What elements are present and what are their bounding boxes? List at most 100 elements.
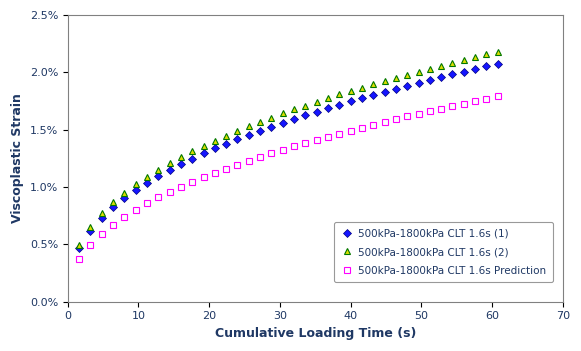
Line: 500kPa-1800kPa CLT 1.6s (1): 500kPa-1800kPa CLT 1.6s (1)	[76, 61, 501, 251]
500kPa-1800kPa CLT 1.6s (1)	[460, 70, 467, 74]
500kPa-1800kPa CLT 1.6s (1)	[483, 64, 490, 68]
500kPa-1800kPa CLT 1.6s (2)	[358, 86, 365, 90]
500kPa-1800kPa CLT 1.6s (1)	[449, 72, 456, 77]
500kPa-1800kPa CLT 1.6s (1)	[494, 62, 501, 66]
500kPa-1800kPa CLT 1.6s (2)	[110, 200, 117, 204]
500kPa-1800kPa CLT 1.6s Prediction	[279, 148, 286, 152]
X-axis label: Cumulative Loading Time (s): Cumulative Loading Time (s)	[214, 327, 416, 340]
500kPa-1800kPa CLT 1.6s (1)	[166, 168, 173, 172]
500kPa-1800kPa CLT 1.6s (2)	[494, 49, 501, 54]
500kPa-1800kPa CLT 1.6s (1)	[279, 121, 286, 125]
500kPa-1800kPa CLT 1.6s (2)	[200, 144, 207, 148]
500kPa-1800kPa CLT 1.6s (1)	[415, 81, 422, 85]
500kPa-1800kPa CLT 1.6s Prediction	[336, 131, 343, 135]
500kPa-1800kPa CLT 1.6s (1)	[144, 181, 150, 185]
500kPa-1800kPa CLT 1.6s (2)	[483, 52, 490, 57]
500kPa-1800kPa CLT 1.6s (1)	[381, 90, 388, 94]
500kPa-1800kPa CLT 1.6s Prediction	[290, 144, 297, 148]
500kPa-1800kPa CLT 1.6s Prediction	[144, 201, 150, 205]
Line: 500kPa-1800kPa CLT 1.6s (2): 500kPa-1800kPa CLT 1.6s (2)	[76, 48, 501, 249]
500kPa-1800kPa CLT 1.6s Prediction	[200, 175, 207, 179]
500kPa-1800kPa CLT 1.6s (1)	[370, 93, 376, 97]
500kPa-1800kPa CLT 1.6s (1)	[302, 113, 309, 117]
500kPa-1800kPa CLT 1.6s (1)	[155, 174, 162, 178]
500kPa-1800kPa CLT 1.6s (2)	[234, 129, 241, 133]
500kPa-1800kPa CLT 1.6s (1)	[336, 102, 343, 107]
500kPa-1800kPa CLT 1.6s (1)	[392, 87, 399, 91]
Line: 500kPa-1800kPa CLT 1.6s Prediction: 500kPa-1800kPa CLT 1.6s Prediction	[76, 94, 501, 262]
500kPa-1800kPa CLT 1.6s Prediction	[211, 171, 218, 175]
500kPa-1800kPa CLT 1.6s (2)	[268, 115, 275, 120]
500kPa-1800kPa CLT 1.6s (1)	[121, 196, 128, 200]
500kPa-1800kPa CLT 1.6s (2)	[98, 211, 105, 216]
500kPa-1800kPa CLT 1.6s (2)	[290, 107, 297, 112]
500kPa-1800kPa CLT 1.6s Prediction	[358, 125, 365, 130]
500kPa-1800kPa CLT 1.6s Prediction	[155, 195, 162, 199]
500kPa-1800kPa CLT 1.6s (1)	[257, 128, 264, 133]
500kPa-1800kPa CLT 1.6s Prediction	[257, 155, 264, 159]
500kPa-1800kPa CLT 1.6s Prediction	[494, 94, 501, 99]
500kPa-1800kPa CLT 1.6s (2)	[211, 138, 218, 143]
500kPa-1800kPa CLT 1.6s (2)	[437, 64, 444, 68]
500kPa-1800kPa CLT 1.6s (2)	[144, 174, 150, 179]
500kPa-1800kPa CLT 1.6s (2)	[87, 225, 94, 229]
500kPa-1800kPa CLT 1.6s (1)	[437, 75, 444, 79]
500kPa-1800kPa CLT 1.6s (1)	[290, 117, 297, 121]
500kPa-1800kPa CLT 1.6s Prediction	[87, 243, 94, 247]
500kPa-1800kPa CLT 1.6s (1)	[200, 151, 207, 155]
500kPa-1800kPa CLT 1.6s (1)	[358, 96, 365, 100]
500kPa-1800kPa CLT 1.6s (2)	[302, 104, 309, 108]
500kPa-1800kPa CLT 1.6s (1)	[132, 188, 139, 192]
Legend: 500kPa-1800kPa CLT 1.6s (1), 500kPa-1800kPa CLT 1.6s (2), 500kPa-1800kPa CLT 1.6: 500kPa-1800kPa CLT 1.6s (1), 500kPa-1800…	[334, 222, 553, 282]
500kPa-1800kPa CLT 1.6s (2)	[257, 120, 264, 124]
500kPa-1800kPa CLT 1.6s (2)	[449, 61, 456, 65]
500kPa-1800kPa CLT 1.6s (2)	[472, 55, 479, 59]
500kPa-1800kPa CLT 1.6s (2)	[426, 66, 433, 71]
500kPa-1800kPa CLT 1.6s Prediction	[132, 207, 139, 212]
500kPa-1800kPa CLT 1.6s Prediction	[245, 159, 252, 163]
500kPa-1800kPa CLT 1.6s Prediction	[313, 138, 320, 142]
500kPa-1800kPa CLT 1.6s Prediction	[472, 99, 479, 103]
500kPa-1800kPa CLT 1.6s (2)	[336, 92, 343, 97]
500kPa-1800kPa CLT 1.6s Prediction	[76, 257, 83, 261]
500kPa-1800kPa CLT 1.6s (1)	[189, 157, 196, 161]
500kPa-1800kPa CLT 1.6s (2)	[313, 100, 320, 104]
500kPa-1800kPa CLT 1.6s (1)	[268, 125, 275, 129]
500kPa-1800kPa CLT 1.6s Prediction	[404, 114, 411, 119]
500kPa-1800kPa CLT 1.6s (1)	[177, 162, 184, 166]
500kPa-1800kPa CLT 1.6s (2)	[347, 89, 354, 93]
500kPa-1800kPa CLT 1.6s (1)	[234, 137, 241, 141]
500kPa-1800kPa CLT 1.6s Prediction	[268, 151, 275, 155]
500kPa-1800kPa CLT 1.6s Prediction	[223, 167, 229, 171]
500kPa-1800kPa CLT 1.6s (1)	[347, 99, 354, 104]
500kPa-1800kPa CLT 1.6s (1)	[87, 229, 94, 233]
500kPa-1800kPa CLT 1.6s Prediction	[177, 185, 184, 189]
500kPa-1800kPa CLT 1.6s Prediction	[437, 106, 444, 111]
500kPa-1800kPa CLT 1.6s Prediction	[460, 101, 467, 106]
500kPa-1800kPa CLT 1.6s (1)	[98, 216, 105, 220]
500kPa-1800kPa CLT 1.6s (1)	[76, 246, 83, 250]
500kPa-1800kPa CLT 1.6s Prediction	[98, 231, 105, 236]
500kPa-1800kPa CLT 1.6s (2)	[392, 76, 399, 80]
500kPa-1800kPa CLT 1.6s (1)	[313, 110, 320, 114]
500kPa-1800kPa CLT 1.6s (1)	[223, 142, 229, 146]
500kPa-1800kPa CLT 1.6s Prediction	[415, 112, 422, 116]
500kPa-1800kPa CLT 1.6s (1)	[211, 146, 218, 151]
500kPa-1800kPa CLT 1.6s (2)	[245, 124, 252, 128]
500kPa-1800kPa CLT 1.6s (2)	[381, 79, 388, 83]
500kPa-1800kPa CLT 1.6s (2)	[155, 167, 162, 172]
500kPa-1800kPa CLT 1.6s (2)	[177, 155, 184, 159]
500kPa-1800kPa CLT 1.6s (2)	[76, 243, 83, 247]
500kPa-1800kPa CLT 1.6s Prediction	[347, 128, 354, 133]
500kPa-1800kPa CLT 1.6s Prediction	[449, 104, 456, 108]
500kPa-1800kPa CLT 1.6s (2)	[415, 69, 422, 74]
500kPa-1800kPa CLT 1.6s Prediction	[166, 190, 173, 194]
500kPa-1800kPa CLT 1.6s (1)	[426, 78, 433, 82]
500kPa-1800kPa CLT 1.6s (2)	[460, 58, 467, 62]
500kPa-1800kPa CLT 1.6s Prediction	[381, 120, 388, 124]
500kPa-1800kPa CLT 1.6s (2)	[279, 111, 286, 115]
500kPa-1800kPa CLT 1.6s (1)	[404, 84, 411, 88]
Y-axis label: Viscoplastic Strain: Viscoplastic Strain	[11, 93, 24, 223]
500kPa-1800kPa CLT 1.6s (2)	[404, 73, 411, 77]
500kPa-1800kPa CLT 1.6s Prediction	[302, 141, 309, 145]
